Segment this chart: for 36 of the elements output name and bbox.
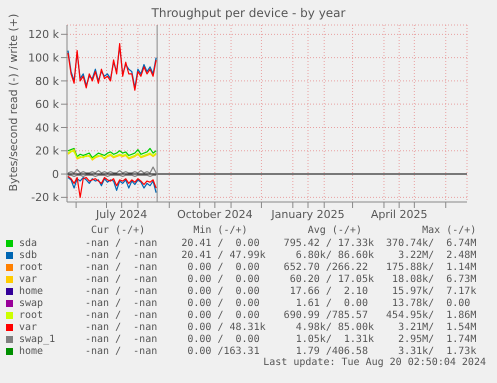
text: -nan / -nan 0.00 / 0.00 17.66 / 2.10 15.97k/ 7.17k <box>85 286 476 296</box>
text: -nan / -nan 0.00 / 0.00 652.70 /266.22 175.88k/ 1.14M <box>85 262 476 272</box>
legend-label: sdb <box>19 250 38 260</box>
text: -nan / -nan 0.00 / 0.00 60.20 / 17.05k 18.08k/ 6.73M <box>85 274 476 284</box>
x-tick-label: October 2024 <box>177 208 253 221</box>
legend-label: var <box>19 322 38 332</box>
text: -nan / -nan 0.00 /163.31 1.79 /406.58 3.31k/ 1.73k <box>85 346 476 356</box>
text: -nan / -nan 20.41 / 0.00 795.42 / 17.33k 370.74k/ 6.74M <box>85 238 476 248</box>
text: Cur (-/+) Min (-/+) Avg (-/+) Max (-/+) <box>91 225 478 237</box>
legend-label: swap_1 <box>19 334 56 344</box>
y-tick-label: 0 <box>52 168 59 181</box>
text: -nan / -nan 20.41 / 47.99k 6.80k/ 86.60k 3.22M/ 2.48M <box>85 250 476 260</box>
text: -nan / -nan 0.00 / 0.00 1.05k/ 1.31k 2.95M/ 1.74M <box>85 334 476 344</box>
x-tick-label: April 2025 <box>370 208 428 221</box>
legend-label: root <box>19 310 44 320</box>
text: Last update: Tue Aug 20 02:50:04 2024 <box>262 357 486 369</box>
legend-label: var <box>19 274 38 284</box>
text: -nan / -nan 0.00 / 48.31k 4.98k/ 85.00k 3.21M/ 1.54M <box>85 322 476 332</box>
y-tick-label: 80 k <box>35 74 60 88</box>
legend-label: root <box>19 262 44 272</box>
y-tick-label: 60 k <box>35 98 60 112</box>
text: -nan / -nan 0.00 / 0.00 690.99 /785.57 454.95k/ 1.86M <box>85 310 476 320</box>
legend-label: sda <box>19 238 38 248</box>
text: -nan / -nan 0.00 / 0.00 1.61 / 0.00 13.78k/ 0.00 <box>85 298 470 308</box>
x-tick-label: July 2024 <box>95 208 148 221</box>
y-axis-title: Bytes/second read (-) / write (+) <box>6 14 20 192</box>
y-tick-label: 100 k <box>28 52 60 65</box>
y-tick-label: -20 k <box>31 191 60 204</box>
chart-title: Throughput per device - by year <box>152 6 346 20</box>
legend-label: home <box>19 346 44 356</box>
legend-label: home <box>19 286 44 296</box>
legend-label: swap <box>19 298 44 308</box>
y-tick-label: 120 k <box>28 28 60 42</box>
x-tick-label: January 2025 <box>270 208 345 221</box>
y-tick-label: 20 k <box>35 144 60 158</box>
y-tick-label: 40 k <box>35 121 60 134</box>
